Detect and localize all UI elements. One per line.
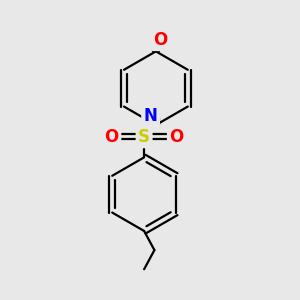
Text: O: O xyxy=(169,128,184,146)
Text: N: N xyxy=(144,107,158,125)
Text: S: S xyxy=(138,128,150,146)
Text: O: O xyxy=(105,128,119,146)
Text: O: O xyxy=(153,31,167,49)
